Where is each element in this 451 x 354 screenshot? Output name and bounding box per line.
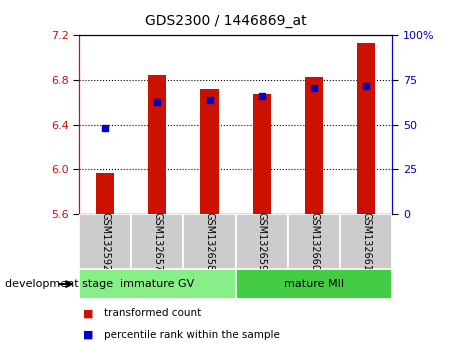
Bar bbox=[148, 74, 166, 214]
Text: GSM132660: GSM132660 bbox=[309, 212, 319, 271]
Text: development stage: development stage bbox=[5, 279, 113, 289]
Bar bbox=[184, 214, 236, 269]
Bar bbox=[79, 269, 236, 299]
Text: ■: ■ bbox=[83, 308, 94, 318]
Bar bbox=[79, 214, 131, 269]
Bar bbox=[200, 89, 219, 214]
Text: immature GV: immature GV bbox=[120, 279, 194, 289]
Bar bbox=[131, 214, 184, 269]
Bar bbox=[96, 173, 114, 214]
Text: transformed count: transformed count bbox=[104, 308, 201, 318]
Text: percentile rank within the sample: percentile rank within the sample bbox=[104, 330, 280, 339]
Text: GSM132661: GSM132661 bbox=[361, 212, 371, 271]
Text: mature MII: mature MII bbox=[284, 279, 344, 289]
Text: GSM132658: GSM132658 bbox=[204, 212, 215, 271]
Bar bbox=[305, 77, 323, 214]
Bar bbox=[288, 214, 340, 269]
Text: GSM132659: GSM132659 bbox=[257, 212, 267, 271]
Bar bbox=[236, 214, 288, 269]
Text: GSM132657: GSM132657 bbox=[152, 212, 162, 271]
Text: ■: ■ bbox=[83, 330, 94, 339]
Bar bbox=[340, 214, 392, 269]
Bar bbox=[253, 93, 271, 214]
Text: GSM132592: GSM132592 bbox=[100, 212, 110, 271]
Text: GDS2300 / 1446869_at: GDS2300 / 1446869_at bbox=[145, 14, 306, 28]
Bar bbox=[236, 269, 392, 299]
Bar bbox=[357, 43, 375, 214]
